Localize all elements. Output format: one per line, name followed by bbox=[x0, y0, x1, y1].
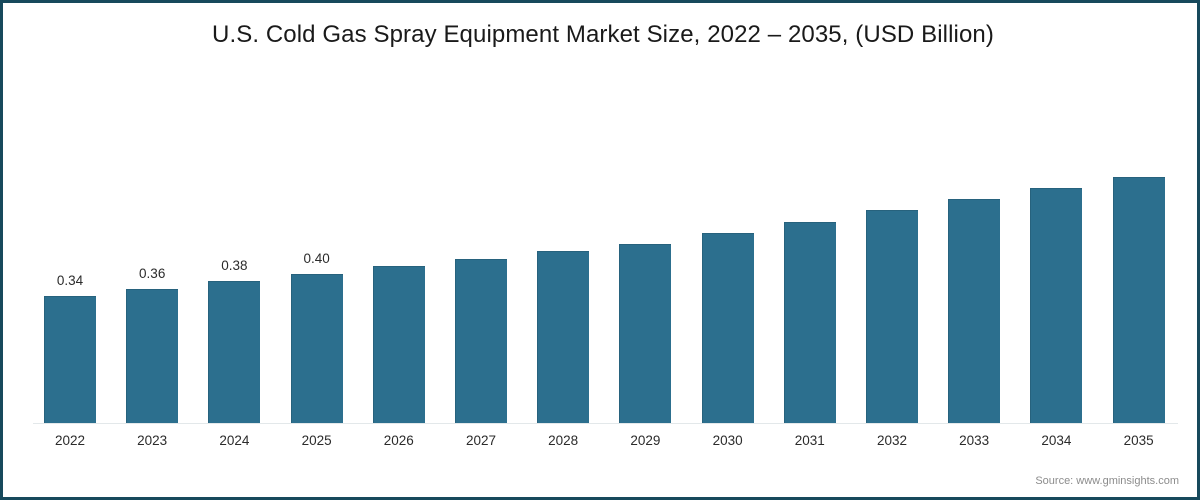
bar[interactable] bbox=[126, 288, 179, 423]
source-attribution: Source: www.gminsights.com bbox=[1035, 475, 1179, 487]
x-axis-tick-label: 2023 bbox=[137, 433, 168, 448]
x-axis-tick-label: 2026 bbox=[383, 433, 414, 448]
bar-value-label: 0.36 bbox=[139, 265, 166, 281]
bar-group bbox=[1030, 188, 1083, 423]
bar[interactable] bbox=[537, 251, 590, 423]
x-axis-tick-label: 2024 bbox=[219, 433, 250, 448]
bar-group: 0.36 bbox=[126, 266, 179, 423]
x-axis-tick-label: 2029 bbox=[630, 433, 661, 448]
chart-title: U.S. Cold Gas Spray Equipment Market Siz… bbox=[212, 21, 994, 48]
x-axis-tick-label: 2031 bbox=[794, 433, 825, 448]
bar-group bbox=[783, 221, 836, 423]
x-axis-tick-label: 2025 bbox=[301, 433, 332, 448]
bar-group: 0.38 bbox=[208, 258, 261, 423]
x-axis-tick-label: 2033 bbox=[959, 433, 990, 448]
x-axis-tick-label: 2028 bbox=[548, 433, 579, 448]
bar[interactable] bbox=[866, 210, 918, 423]
bar[interactable] bbox=[701, 232, 754, 423]
bar-group bbox=[1112, 176, 1165, 423]
x-axis-tick-label: 2027 bbox=[465, 433, 497, 448]
bar[interactable] bbox=[290, 273, 343, 423]
x-axis-tick-label: 2022 bbox=[54, 433, 86, 448]
x-axis-tick-label: 2030 bbox=[712, 433, 743, 448]
bar[interactable] bbox=[372, 266, 425, 423]
bar[interactable] bbox=[455, 258, 507, 423]
bar[interactable] bbox=[44, 296, 96, 423]
x-axis-line bbox=[33, 423, 1178, 424]
bar-value-label: 0.40 bbox=[303, 250, 330, 266]
x-axis-tick-label: 2034 bbox=[1041, 433, 1072, 448]
bar[interactable] bbox=[619, 243, 672, 423]
bar-value-label: 0.38 bbox=[221, 258, 248, 274]
bar-group: 0.34 bbox=[44, 273, 96, 423]
bar[interactable] bbox=[1112, 176, 1165, 423]
bar[interactable] bbox=[1030, 188, 1083, 423]
bar-group bbox=[948, 199, 1001, 423]
bar[interactable] bbox=[208, 281, 261, 423]
x-axis-tick-label: 2032 bbox=[876, 433, 908, 448]
bar-group bbox=[866, 210, 918, 423]
bar-group: 0.40 bbox=[290, 251, 343, 423]
bar-group bbox=[372, 266, 425, 423]
bar[interactable] bbox=[948, 199, 1001, 423]
bar[interactable] bbox=[783, 221, 836, 423]
bar-group bbox=[455, 258, 507, 423]
plot-area: 0.34 0.36 0.38 0.40 2022 2023 2024 2025 2026 202… bbox=[3, 3, 1197, 497]
bar-group bbox=[701, 232, 754, 423]
bar-group bbox=[619, 243, 672, 423]
bar-group bbox=[537, 251, 590, 423]
x-axis-tick-label: 2035 bbox=[1123, 433, 1154, 448]
bar-value-label: 0.34 bbox=[56, 273, 84, 289]
